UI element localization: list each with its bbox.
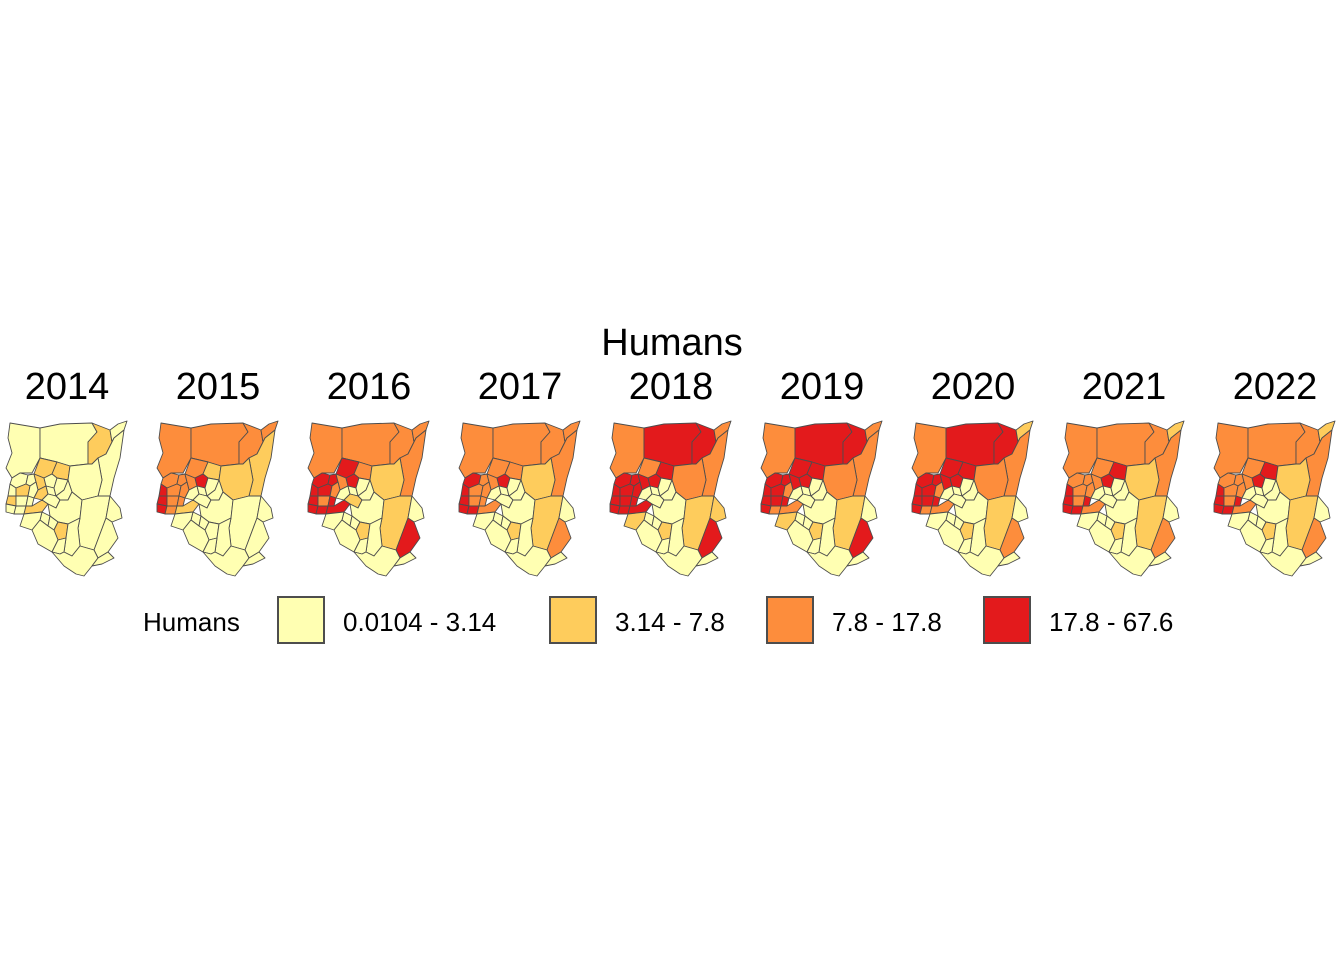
county-region bbox=[957, 545, 1005, 577]
map-panel-2020: 2020 bbox=[898, 362, 1048, 582]
county-region bbox=[1259, 545, 1307, 577]
county-region bbox=[997, 551, 1021, 567]
map-panel-2014: 2014 bbox=[0, 362, 142, 582]
kenya-map bbox=[156, 420, 279, 577]
figure-title: Humans bbox=[601, 322, 743, 364]
kenya-map bbox=[911, 420, 1034, 577]
county-region bbox=[31, 519, 59, 553]
map-panel-2021: 2021 bbox=[1049, 362, 1199, 582]
map-panel-2016: 2016 bbox=[294, 362, 444, 582]
county-region bbox=[5, 422, 41, 479]
county-region bbox=[182, 519, 210, 553]
legend-label: 0.0104 - 3.14 bbox=[343, 607, 497, 637]
legend-swatch bbox=[766, 596, 814, 644]
kenya-map bbox=[307, 420, 430, 577]
county-region bbox=[1011, 495, 1029, 523]
panel-year-label: 2017 bbox=[477, 366, 563, 408]
legend-swatch bbox=[549, 596, 597, 644]
county-region bbox=[504, 545, 552, 577]
county-region bbox=[695, 551, 719, 567]
county-region bbox=[51, 545, 99, 577]
panel-year-label: 2016 bbox=[326, 366, 412, 408]
map-panel-2015: 2015 bbox=[143, 362, 293, 582]
county-region bbox=[1062, 422, 1098, 479]
legend: Humans 0.0104 - 3.14 3.14 - 7.8 7.8 - 17… bbox=[0, 596, 1344, 652]
legend-label: 3.14 - 7.8 bbox=[615, 607, 725, 637]
county-region bbox=[1162, 495, 1180, 523]
county-region bbox=[333, 519, 361, 553]
legend-label: 7.8 - 17.8 bbox=[832, 607, 942, 637]
county-region bbox=[1213, 422, 1249, 479]
county-region bbox=[558, 495, 576, 523]
county-region bbox=[655, 545, 703, 577]
kenya-map bbox=[458, 420, 581, 577]
county-region bbox=[860, 495, 878, 523]
county-region bbox=[407, 495, 425, 523]
county-region bbox=[635, 519, 663, 553]
county-region bbox=[1108, 545, 1156, 577]
county-region bbox=[760, 422, 796, 479]
map-panel-2018: 2018 bbox=[596, 362, 746, 582]
county-region bbox=[484, 519, 512, 553]
county-region bbox=[91, 551, 115, 567]
legend-swatch bbox=[277, 596, 325, 644]
map-panel-2022: 2022 bbox=[1200, 362, 1344, 582]
county-region bbox=[806, 545, 854, 577]
map-panel-2017: 2017 bbox=[445, 362, 595, 582]
panel-year-label: 2022 bbox=[1232, 366, 1318, 408]
county-region bbox=[609, 422, 645, 479]
county-region bbox=[846, 551, 870, 567]
kenya-map bbox=[609, 420, 732, 577]
map-panel-2019: 2019 bbox=[747, 362, 897, 582]
kenya-map bbox=[1213, 420, 1336, 577]
legend-label: 17.8 - 67.6 bbox=[1049, 607, 1174, 637]
county-region bbox=[1299, 551, 1323, 567]
county-region bbox=[786, 519, 814, 553]
panel-year-label: 2015 bbox=[175, 366, 261, 408]
kenya-map bbox=[1062, 420, 1185, 577]
county-region bbox=[242, 551, 266, 567]
legend-swatch bbox=[983, 596, 1031, 644]
county-region bbox=[709, 495, 727, 523]
panel-year-label: 2019 bbox=[779, 366, 865, 408]
panel-year-label: 2020 bbox=[930, 366, 1016, 408]
county-region bbox=[353, 545, 401, 577]
county-region bbox=[156, 422, 192, 479]
county-region bbox=[911, 422, 947, 479]
county-region bbox=[1088, 519, 1116, 553]
county-region bbox=[937, 519, 965, 553]
kenya-map bbox=[5, 420, 128, 577]
panel-year-label: 2021 bbox=[1081, 366, 1167, 408]
county-region bbox=[1148, 551, 1172, 567]
county-region bbox=[307, 422, 343, 479]
county-region bbox=[1313, 495, 1331, 523]
county-region bbox=[458, 422, 494, 479]
county-region bbox=[105, 495, 123, 523]
panel-year-label: 2018 bbox=[628, 366, 714, 408]
legend-title: Humans bbox=[143, 607, 240, 637]
county-region bbox=[256, 495, 274, 523]
county-region bbox=[1239, 519, 1267, 553]
county-region bbox=[393, 551, 417, 567]
panel-year-label: 2014 bbox=[24, 366, 110, 408]
county-region bbox=[544, 551, 568, 567]
kenya-map bbox=[760, 420, 883, 577]
county-region bbox=[202, 545, 250, 577]
